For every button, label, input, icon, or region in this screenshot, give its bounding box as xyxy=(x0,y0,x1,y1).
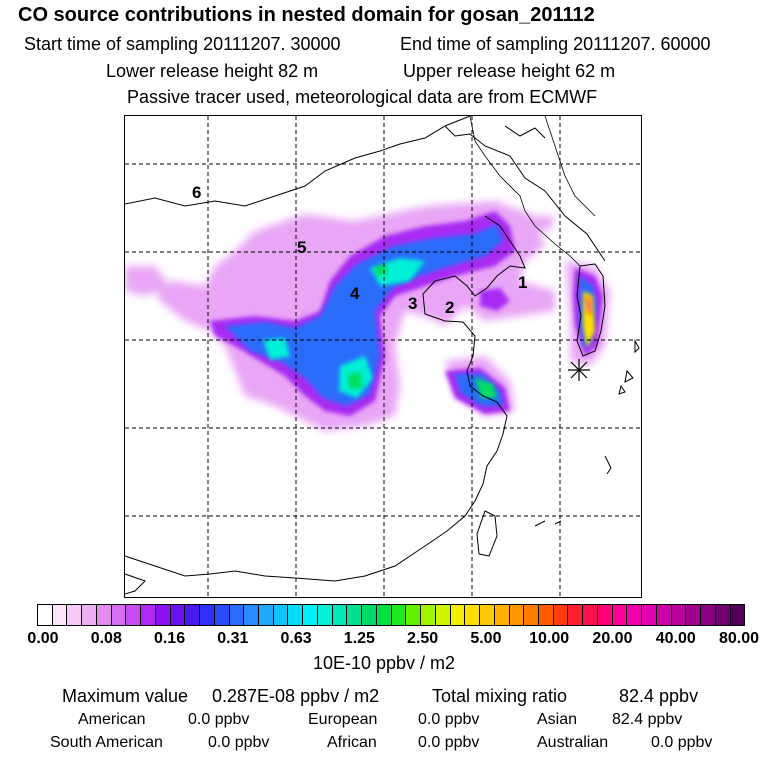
region-name-african: African xyxy=(327,734,377,751)
region-label-2: 2 xyxy=(445,298,454,317)
colorbar-segment xyxy=(480,605,495,625)
colorbar-tick-label: 1.25 xyxy=(343,630,375,647)
colorbar-segment xyxy=(627,605,643,625)
region-value-australian: 0.0 ppbv xyxy=(651,734,713,751)
korea-hotspot xyxy=(583,291,595,348)
colorbar-segment xyxy=(421,605,436,625)
start-time-label: Start time of sampling 20111207. 30000 xyxy=(24,34,341,54)
colorbar-segment xyxy=(170,605,186,625)
colorbar-tick-label: 80.00 xyxy=(718,630,760,647)
colorbar-segment xyxy=(244,605,260,625)
chart-title: CO source contributions in nested domain… xyxy=(18,4,595,26)
colorbar-segment xyxy=(686,605,702,625)
colorbar-segment xyxy=(391,605,407,625)
coastlines xyxy=(125,116,640,595)
total-mixing-label: Total mixing ratio xyxy=(432,686,568,706)
region-name-european: European xyxy=(308,711,378,728)
colorbar-segment xyxy=(376,605,392,625)
colorbar-segment xyxy=(332,605,348,625)
map-panel: 1 2 3 4 5 6 xyxy=(124,115,642,598)
colorbar-segment xyxy=(52,605,68,625)
lower-release-label: Lower release height 82 m xyxy=(106,61,319,81)
colorbar-segment xyxy=(524,605,539,625)
colorbar-segment xyxy=(671,605,687,625)
colorbar-segment xyxy=(553,605,569,625)
colorbar-tick-label: 2.50 xyxy=(407,630,439,647)
region-name-asian: Asian xyxy=(537,711,578,728)
colorbar-tick-label: 0.00 xyxy=(27,630,59,647)
colorbar-segment xyxy=(435,605,451,625)
colorbar-segment xyxy=(126,605,142,625)
colorbar-segment xyxy=(362,605,377,625)
region-name-south-american: South American xyxy=(50,734,163,751)
colorbar-segment xyxy=(38,605,53,625)
region-name-australian: Australian xyxy=(537,734,609,751)
colorbar-segment xyxy=(141,605,156,625)
colorbar-segment xyxy=(642,605,657,625)
colorbar-segment xyxy=(67,605,83,625)
colorbar-segment xyxy=(200,605,215,625)
receptor-marker xyxy=(568,359,590,381)
total-mixing-value: 82.4 ppbv xyxy=(619,686,699,706)
max-value-label: Maximum value xyxy=(62,686,189,706)
max-value: 0.287E-08 ppbv / m2 xyxy=(212,686,380,706)
colorbar-segment xyxy=(214,605,230,625)
inland-borders xyxy=(469,116,596,267)
region-label-3: 3 xyxy=(408,294,417,313)
colorbar-segment xyxy=(715,605,731,625)
colorbar-tick-label: 20.00 xyxy=(592,630,633,647)
colorbar-segment xyxy=(82,605,97,625)
region-label-1: 1 xyxy=(518,273,527,292)
colorbar-segment xyxy=(317,605,333,625)
tracer-note: Passive tracer used, meteorological data… xyxy=(127,87,598,107)
colorbar-segment xyxy=(583,605,598,625)
colorbar-segment xyxy=(465,605,481,625)
colorbar-segment xyxy=(494,605,510,625)
colorbar-tick-label: 40.00 xyxy=(655,630,696,647)
colorbar-unit: 10E-10 ppbv / m2 xyxy=(312,653,456,673)
colorbar-segment xyxy=(111,605,127,625)
colorbar-tick-label: 10.00 xyxy=(529,630,570,647)
colorbar-segment xyxy=(730,605,745,625)
region-value-african: 0.0 ppbv xyxy=(418,734,480,751)
colorbar-segment xyxy=(347,605,363,625)
colorbar xyxy=(37,604,745,626)
colorbar-segment xyxy=(450,605,466,625)
upper-release-label: Upper release height 62 m xyxy=(403,61,616,81)
region-name-american: American xyxy=(78,711,146,728)
region-label-6: 6 xyxy=(192,183,201,202)
colorbar-segment xyxy=(597,605,613,625)
colorbar-segment xyxy=(229,605,245,625)
colorbar-segment xyxy=(701,605,716,625)
colorbar-tick-label: 0.31 xyxy=(217,630,249,647)
colorbar-segment xyxy=(273,605,289,625)
colorbar-tick-label: 0.16 xyxy=(153,630,186,647)
region-label-5: 5 xyxy=(297,238,306,257)
colorbar-tick-label: 5.00 xyxy=(470,630,502,647)
colorbar-segment xyxy=(288,605,304,625)
colorbar-segment xyxy=(509,605,525,625)
region-value-european: 0.0 ppbv xyxy=(418,711,480,728)
colorbar-segment xyxy=(406,605,422,625)
colorbar-tick-label: 0.63 xyxy=(280,630,312,647)
end-time-label: End time of sampling 20111207. 60000 xyxy=(400,34,711,54)
colorbar-segment xyxy=(538,605,554,625)
map-canvas: 1 2 3 4 5 6 xyxy=(125,116,641,597)
region-value-asian: 82.4 ppbv xyxy=(612,711,683,728)
lat-lon-grid xyxy=(125,116,641,597)
colorbar-segment xyxy=(612,605,628,625)
colorbar-segment xyxy=(155,605,171,625)
colorbar-segment xyxy=(259,605,274,625)
colorbar-segment xyxy=(568,605,584,625)
colorbar-segment xyxy=(185,605,201,625)
colorbar-segment xyxy=(656,605,672,625)
region-label-4: 4 xyxy=(350,284,360,303)
region-value-south-american: 0.0 ppbv xyxy=(208,734,270,751)
region-value-american: 0.0 ppbv xyxy=(188,711,250,728)
colorbar-segment xyxy=(96,605,112,625)
colorbar-tick-label: 0.08 xyxy=(90,630,122,647)
colorbar-segment xyxy=(303,605,318,625)
